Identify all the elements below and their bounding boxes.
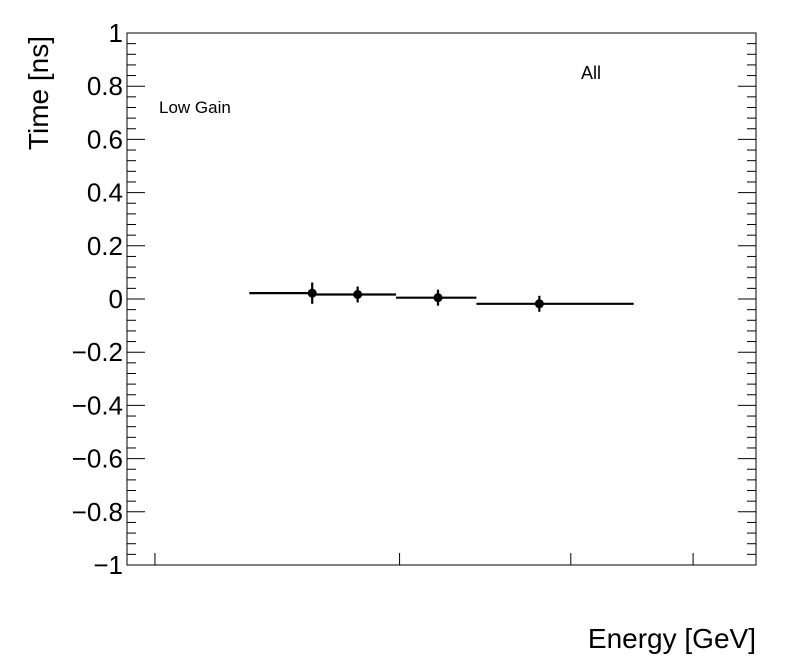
- x-axis-title: Energy [GeV]: [588, 623, 756, 654]
- y-tick-label: 0.4: [87, 178, 123, 208]
- y-tick-label: −0.4: [72, 390, 123, 420]
- y-tick-label: −0.8: [72, 497, 123, 527]
- marker: [307, 288, 317, 298]
- y-axis-title: Time [ns]: [23, 36, 54, 150]
- plot-frame: [126, 32, 757, 566]
- y-tick-label: −0.2: [72, 337, 123, 367]
- data-point: [249, 282, 317, 304]
- marker: [353, 289, 363, 299]
- marker: [433, 293, 443, 303]
- annotation-category: All: [581, 63, 601, 83]
- y-tick-label: 0.8: [87, 71, 123, 101]
- annotation-gain: Low Gain: [159, 98, 231, 117]
- data-point: [476, 295, 634, 312]
- y-tick-label: 0.6: [87, 124, 123, 154]
- y-tick-labels: 1 0.8 0.6 0.4 0.2 0 −0.2 −0.4 −0.6 −0.8 −1: [72, 18, 123, 580]
- y-tick-label: 1: [109, 18, 123, 48]
- y-tick-label: 0.2: [87, 231, 123, 261]
- y-tick-label: −0.6: [72, 444, 123, 474]
- data-point: [396, 289, 477, 306]
- data-series: [249, 282, 634, 312]
- data-point: [315, 286, 397, 303]
- marker: [534, 299, 544, 309]
- y-tick-label: −1: [93, 550, 123, 580]
- axis-ticks: [127, 32, 756, 566]
- y-tick-label: 0: [109, 284, 123, 314]
